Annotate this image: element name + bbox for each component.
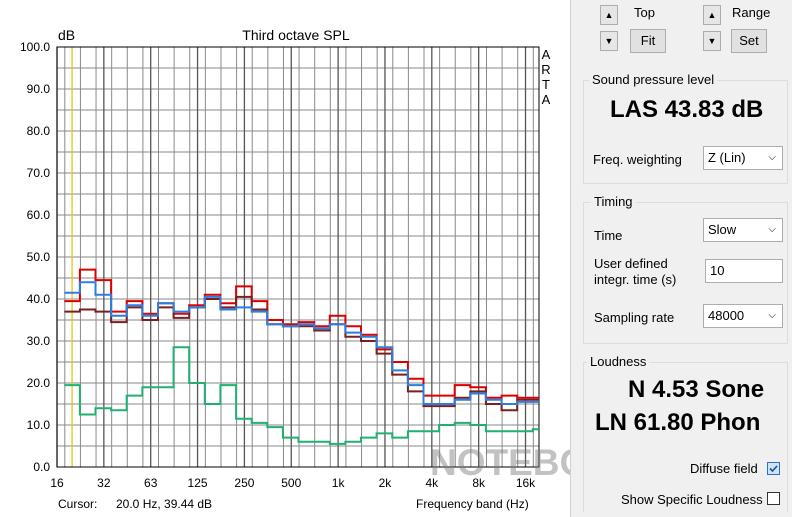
las-value: LAS 43.83 dB: [610, 96, 764, 123]
range-up-button[interactable]: ▲: [703, 5, 721, 25]
timing-group: [583, 202, 788, 344]
user-time-input[interactable]: 10: [705, 259, 783, 283]
sampling-rate-label: Sampling rate: [594, 310, 675, 325]
x-tick-label: 125: [188, 476, 208, 490]
y-tick-label: 40.0: [27, 292, 51, 306]
cursor-readout: 20.0 Hz, 39.44 dB: [116, 497, 213, 511]
user-time-label-line2: integr. time (s): [594, 272, 677, 287]
loudness-n-value: N 4.53 Sone: [628, 376, 765, 403]
x-tick-label: 8k: [472, 476, 486, 490]
x-tick-label: 16: [50, 476, 64, 490]
spl-chart[interactable]: 100.0 90.0 80.0 70.0 60.0 50.0 40.0 30.0 20.0 10.…: [0, 0, 570, 517]
x-tick-label: 32: [97, 476, 111, 490]
fit-button[interactable]: Fit: [630, 29, 666, 53]
x-tick-label: 2k: [379, 476, 393, 490]
range-down-button[interactable]: ▼: [703, 31, 721, 51]
sampling-rate-value: 48000: [708, 308, 745, 323]
freq-weighting-label: Freq. weighting: [593, 152, 682, 167]
y-tick-label: 90.0: [27, 82, 51, 96]
chart-title: Third octave SPL: [242, 27, 350, 43]
spl-group-title: Sound pressure level: [589, 72, 718, 87]
y-tick-label: 10.0: [27, 418, 51, 432]
y-tick-label: 100.0: [20, 40, 50, 54]
time-select[interactable]: Slow ⌵: [703, 218, 783, 242]
series-line-4: [64, 346, 539, 445]
y-tick-label: 50.0: [27, 250, 51, 264]
user-time-label-line1: User defined: [594, 256, 668, 271]
side-label-letter: A: [542, 92, 551, 107]
x-tick-label: 4k: [425, 476, 439, 490]
timing-group-title: Timing: [591, 194, 636, 209]
x-tick-label: 1k: [332, 476, 346, 490]
chevron-down-icon: ⌵: [768, 152, 776, 163]
y-tick-label: 70.0: [27, 166, 51, 180]
set-button[interactable]: Set: [731, 29, 767, 53]
loudness-group: [583, 362, 788, 512]
plot-frame: [56, 46, 540, 468]
freq-weighting-select[interactable]: Z (Lin) ⌵: [703, 146, 783, 170]
loudness-ln-value: LN 61.80 Phon: [595, 409, 761, 436]
x-tick-label: 63: [144, 476, 158, 490]
x-tick-label: 250: [234, 476, 254, 490]
time-label: Time: [594, 228, 623, 243]
side-label-letter: A: [542, 47, 551, 62]
y-tick-label: 60.0: [27, 208, 51, 222]
cursor-label: Cursor:: [58, 497, 98, 511]
series-line-1: [64, 268, 539, 399]
y-axis-unit: dB: [58, 27, 75, 43]
show-specific-loudness-checkbox[interactable]: [767, 492, 780, 505]
sampling-rate-select[interactable]: 48000 ⌵: [703, 304, 783, 328]
top-up-button[interactable]: ▲: [600, 5, 618, 25]
y-tick-label: 80.0: [27, 124, 51, 138]
side-label-letter: R: [541, 62, 550, 77]
range-label: Range: [732, 5, 771, 20]
loudness-group-title: Loudness: [587, 354, 650, 369]
chevron-down-icon: ⌵: [768, 224, 776, 235]
diffuse-field-label: Diffuse field: [690, 461, 758, 476]
y-tick-label: 20.0: [27, 376, 51, 390]
x-tick-label: 500: [281, 476, 301, 490]
top-down-button[interactable]: ▼: [600, 31, 618, 51]
x-tick-label: 16k: [516, 476, 536, 490]
series-line-2: [64, 295, 539, 412]
chart-ticks: 100.0 90.0 80.0 70.0 60.0 50.0 40.0 30.0 20.0 10.…: [20, 40, 536, 490]
series-line-3: [64, 281, 539, 405]
check-icon: [769, 465, 778, 473]
freq-weighting-value: Z (Lin): [708, 150, 746, 165]
top-label: Top: [634, 5, 655, 20]
chevron-down-icon: ⌵: [768, 310, 776, 321]
time-value: Slow: [708, 222, 737, 237]
chart-series: [64, 268, 539, 445]
side-label-letter: T: [542, 77, 550, 92]
y-tick-label: 0.0: [33, 460, 50, 474]
show-specific-loudness-label: Show Specific Loudness: [621, 492, 763, 507]
y-tick-label: 30.0: [27, 334, 51, 348]
x-axis-label: Frequency band (Hz): [416, 497, 529, 511]
diffuse-field-checkbox[interactable]: [767, 462, 780, 475]
chart-grid: [56, 47, 539, 467]
